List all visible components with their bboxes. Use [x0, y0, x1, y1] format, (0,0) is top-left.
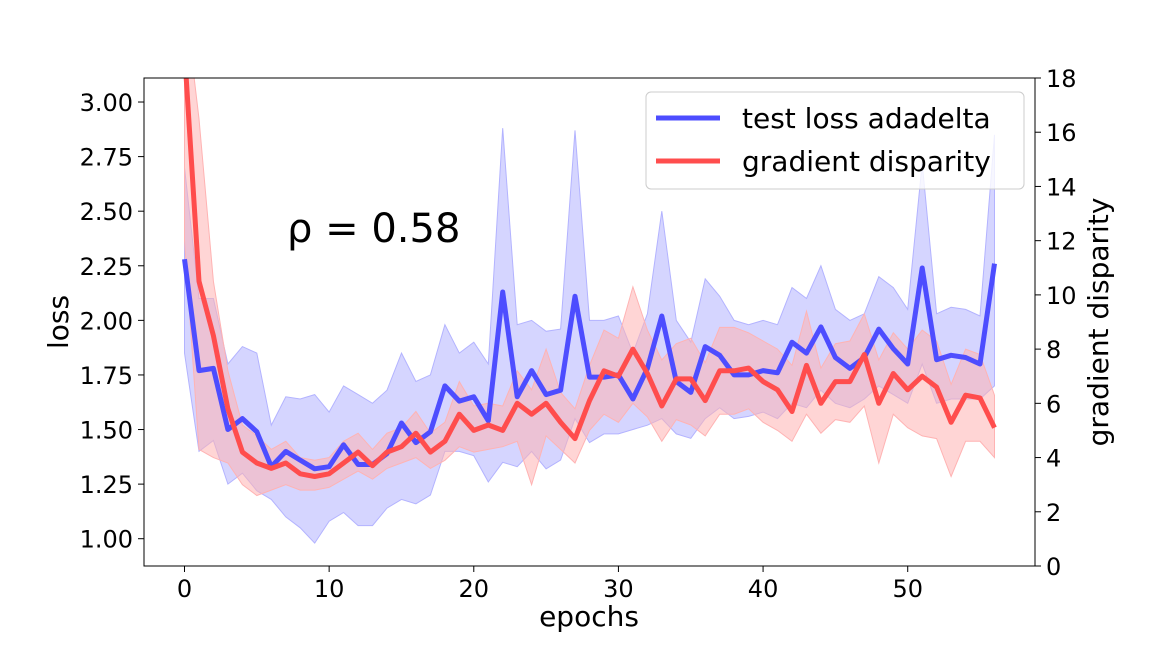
legend: test loss adadelta gradient disparity: [645, 91, 1025, 190]
band-1: [184, 78, 995, 497]
x-tick-label: 50: [892, 575, 923, 603]
y2-tick-label: 14: [1046, 173, 1077, 201]
y-tick-label: 2.25: [80, 253, 133, 281]
y-tick-label: 2.00: [80, 307, 133, 335]
x-axis-label: epochs: [539, 600, 639, 633]
y-tick-label: 2.50: [80, 198, 133, 226]
y-axis-label: loss: [42, 295, 75, 349]
x-tick-label: 40: [748, 575, 779, 603]
confidence-bands: [184, 78, 995, 544]
legend-box: [645, 91, 1025, 190]
y-tick-label: 1.75: [80, 362, 133, 390]
y2-tick-label: 8: [1046, 336, 1061, 364]
plot-frame: [143, 77, 1036, 567]
y-tick-label: 2.75: [80, 144, 133, 172]
series-line-1: [183, 78, 997, 479]
x-tick-label: 20: [459, 575, 490, 603]
y2-tick-label: 2: [1046, 499, 1061, 527]
y2-tick-label: 4: [1046, 445, 1061, 473]
y-tick-label: 1.50: [80, 417, 133, 445]
y-tick-label: 3.00: [80, 89, 133, 117]
y2-tick-label: 16: [1046, 119, 1077, 147]
series-lines: [182, 78, 997, 479]
y-axis-left: 1.00 1.25 1.50 1.75 2.00 2.25 2.50 2.75 3.00: [80, 89, 144, 554]
y2-tick-label: 6: [1046, 390, 1061, 418]
y2-tick-label: 10: [1046, 282, 1077, 310]
x-tick-label: 10: [314, 575, 345, 603]
y-tick-label: 1.00: [80, 526, 133, 554]
x-axis: 0 10 20 30 40 50: [177, 566, 923, 603]
y2-tick-label: 18: [1046, 65, 1077, 93]
x-tick-label: 30: [603, 575, 634, 603]
legend-label-test-loss: test loss adadelta: [742, 102, 991, 135]
y2-tick-label: 0: [1046, 553, 1061, 581]
y-axis-right: 0 2 4 6 8 10 12 14 16 18: [1035, 65, 1077, 581]
legend-label-gradient-disparity: gradient disparity: [742, 145, 991, 178]
x-tick-label: 0: [177, 575, 192, 603]
y2-axis-label: gradient disparity: [1082, 198, 1115, 447]
y-tick-label: 1.25: [80, 471, 133, 499]
y2-tick-label: 12: [1046, 228, 1077, 256]
correlation-annotation: ρ = 0.58: [287, 206, 460, 252]
